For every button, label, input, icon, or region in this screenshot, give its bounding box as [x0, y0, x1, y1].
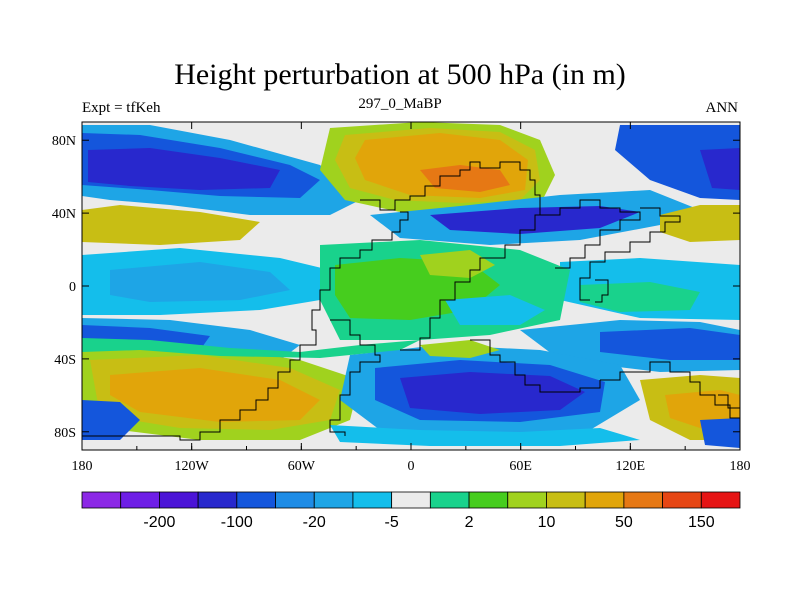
colorbar-swatch: [468, 491, 509, 509]
y-tick-label: 40N: [52, 207, 76, 222]
coast-east-asia: [579, 207, 681, 301]
y-tick-label: 0: [69, 280, 76, 295]
x-tick-label: 120W: [175, 459, 210, 474]
coast-americas: [82, 211, 409, 441]
y-tick-label: 80N: [52, 134, 76, 149]
colorbar-label: 10: [538, 514, 556, 531]
contour-south-green-strip: [82, 338, 420, 358]
colorbar-label: 150: [688, 514, 715, 531]
contour-south-green-east: [420, 340, 500, 358]
coast-north-atlantic: [360, 161, 541, 351]
contour-tropics-lime: [420, 250, 495, 278]
period-label: 297_0_MaBP: [358, 96, 442, 112]
x-tick-label: 120E: [616, 459, 646, 474]
contour-pos-ne-pacific-east: [660, 205, 740, 242]
coast-africa-south: [470, 339, 601, 393]
contour-pos-ne-pacific: [82, 205, 260, 245]
contour-neg-north-east-deep: [700, 148, 740, 190]
contour-neg-north-east: [615, 125, 740, 200]
colorbar-label: -200: [143, 514, 175, 531]
colorbar-label: -5: [385, 514, 399, 531]
colorbar-swatch: [429, 491, 470, 509]
contour-pos-south-west-core: [110, 368, 320, 422]
colorbar-swatch: [236, 491, 276, 509]
colorbar-swatch: [120, 491, 160, 509]
x-tick-label: 60W: [288, 459, 316, 474]
coast-south-america-east: [329, 319, 381, 436]
x-tick-label: 0: [408, 459, 415, 474]
contour-pos-north-center-peak: [420, 165, 510, 192]
colorbar-label: 50: [615, 514, 633, 531]
coast-newzealand: [718, 394, 740, 409]
contour-tropics-west-inner: [110, 262, 290, 302]
colorbar-swatch: [81, 491, 122, 509]
contour-far-south-west: [82, 400, 140, 440]
colorbar-swatch: [159, 491, 199, 509]
colorbar-swatch: [662, 491, 702, 509]
colorbar-swatch: [197, 491, 238, 509]
colorbar-swatch: [584, 491, 625, 509]
colorbar-swatch: [391, 491, 431, 509]
contour-tropics-east-green: [580, 282, 700, 312]
colorbar-swatch: [546, 491, 586, 509]
colorbar-swatch: [313, 491, 354, 509]
colorbar-label: -100: [221, 514, 253, 531]
colorbar: -200 -100 -20 -5 2 10 50 150: [81, 491, 741, 531]
contour-neg-north-west-deep: [88, 148, 280, 190]
colorbar-swatch: [700, 491, 741, 509]
coast-indonesia: [595, 279, 609, 303]
contour-far-south-center: [330, 425, 640, 446]
y-tick-label: 40S: [54, 353, 76, 368]
contour-south-east-blue: [600, 328, 740, 360]
colorbar-swatch: [623, 491, 663, 509]
x-tick-label: 180: [72, 459, 93, 474]
coast-europe-asia: [540, 199, 641, 269]
contour-neg-south-center-core: [400, 372, 585, 414]
x-tick-label: 180: [730, 459, 751, 474]
experiment-label: Expt = tfKeh: [82, 100, 161, 116]
colorbar-swatch: [275, 491, 315, 509]
colorbar-swatch: [507, 491, 547, 509]
colorbar-swatch: [352, 491, 393, 509]
season-label: ANN: [705, 100, 739, 116]
contour-field: [82, 122, 740, 450]
colorbar-label: 2: [465, 514, 474, 531]
coast-australia: [600, 361, 740, 419]
contour-tropics-cyan-hole: [445, 295, 545, 325]
axis-ticks: 180 120W 60W 0 60E 120E 180 80N 40N 0 40S 80S: [52, 122, 751, 474]
coastlines: [82, 161, 740, 441]
colorbar-label: -20: [303, 514, 326, 531]
x-tick-label: 60E: [509, 459, 532, 474]
contour-far-south-east: [700, 418, 740, 448]
chart-title: Height perturbation at 500 hPa (in m): [174, 58, 626, 91]
y-tick-label: 80S: [54, 426, 76, 441]
